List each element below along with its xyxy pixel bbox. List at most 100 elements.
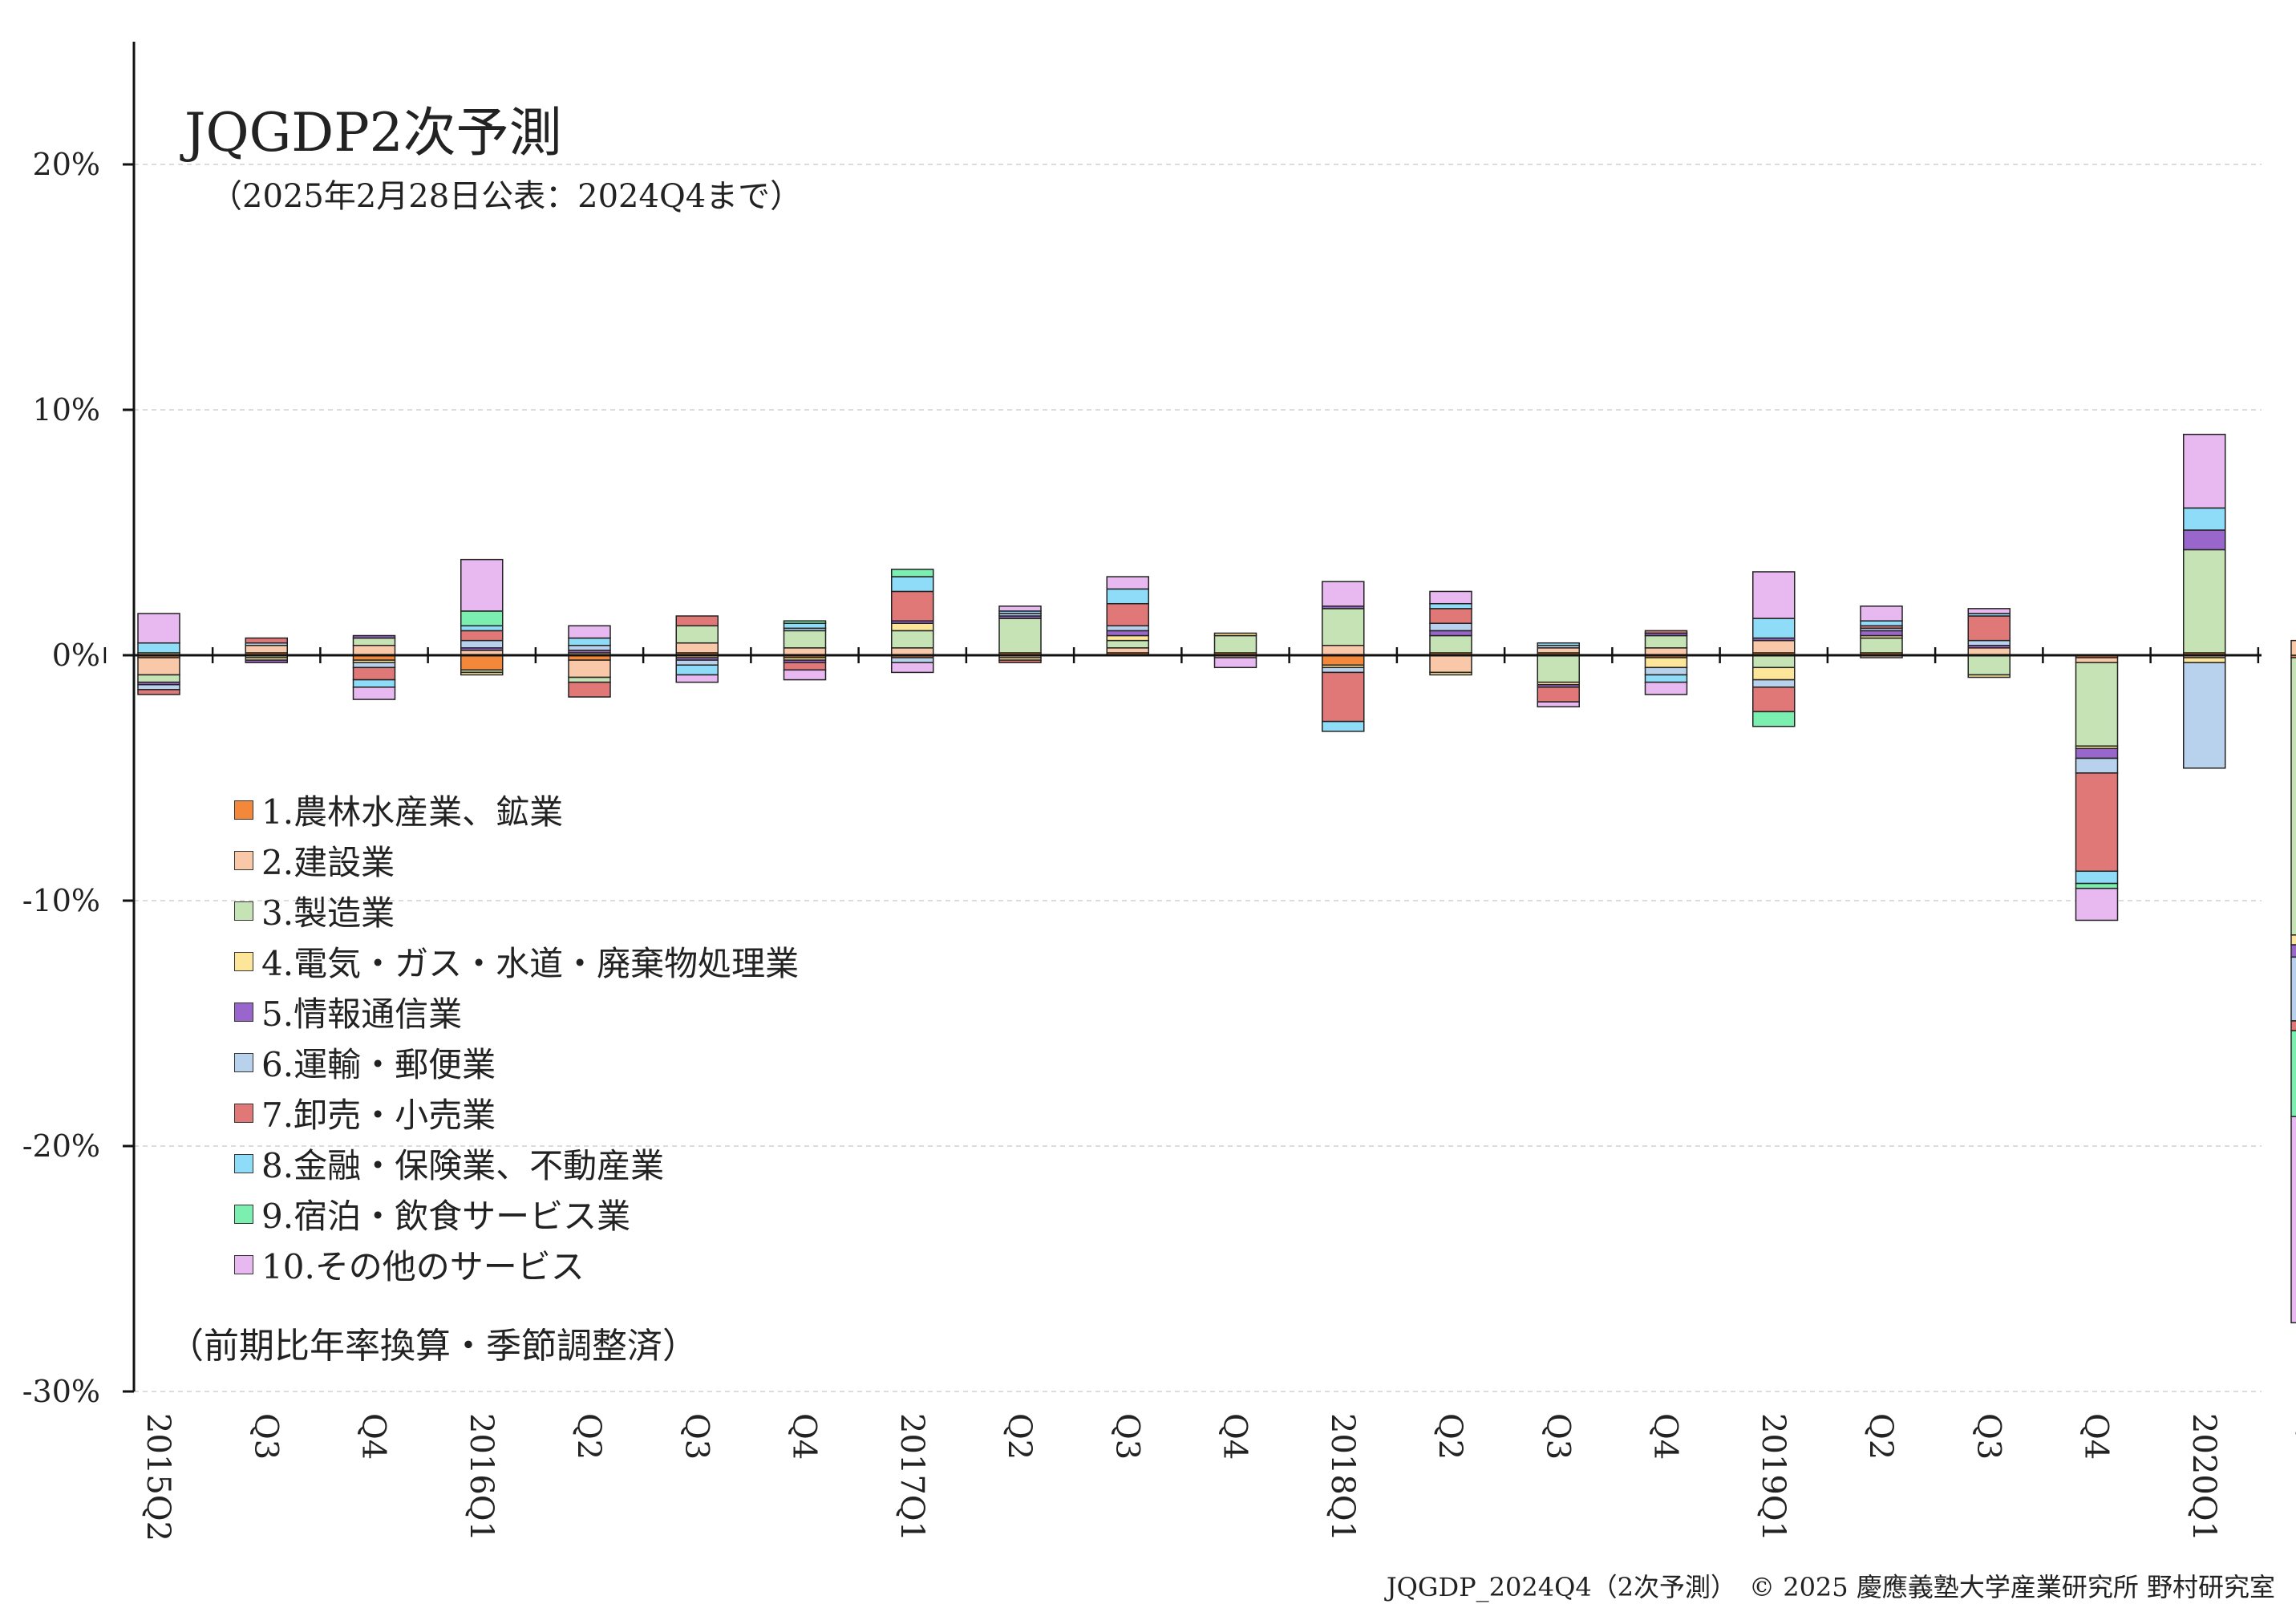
bar-segment — [891, 576, 934, 593]
legend-label: 7.卸売・小売業 — [261, 1096, 496, 1135]
gridlines — [134, 164, 2262, 1392]
bar-segment — [2075, 772, 2119, 873]
bar-segment — [137, 689, 180, 695]
bar-segment — [2290, 639, 2296, 656]
bar-segment — [2075, 757, 2119, 774]
bar-segment — [1322, 645, 1365, 656]
bar-segment — [352, 662, 396, 669]
x-tick-label: Q4 — [355, 1413, 392, 1460]
x-tick-label: Q4 — [1647, 1413, 1684, 1460]
bar-segment — [568, 681, 611, 698]
legend-swatch — [234, 1103, 253, 1123]
chart-title: JQGDP2次予測 — [184, 102, 562, 164]
bar-segment — [1967, 639, 2011, 646]
bar-segment — [1537, 647, 1580, 654]
y-tick-label: 10% — [33, 392, 100, 427]
bar-segment — [1322, 671, 1365, 723]
bar-segment — [2290, 1116, 2296, 1324]
bar-segment — [783, 620, 827, 624]
x-tick-label: 2018Q1 — [1324, 1413, 1361, 1541]
legend-swatch — [234, 1254, 253, 1274]
bar-segment — [1429, 634, 1472, 654]
bar-segment — [1860, 620, 1903, 627]
legend-label: 4.電気・ガス・水道・廃棄物処理業 — [261, 944, 800, 983]
y-tick-labels: 20% 10% 0% -10% -20% -30% — [22, 147, 100, 1409]
legend-item: 9.宿泊・飲食サービス業 — [234, 1189, 799, 1239]
legend-label: 2.建設業 — [261, 843, 395, 882]
bar-segment — [1429, 622, 1472, 632]
bar-segment — [783, 662, 827, 671]
legend-item: 5.情報通信業 — [234, 986, 799, 1037]
x-tick-label: Q2 — [1431, 1413, 1468, 1460]
bar-segment — [1429, 602, 1472, 610]
legend-item: 2.建設業 — [234, 835, 799, 885]
bar-segment — [1644, 666, 1688, 676]
bar-segment — [1106, 647, 1149, 654]
x-tick-label: Q2 — [570, 1413, 607, 1460]
legend-item: 7.卸売・小売業 — [234, 1088, 799, 1138]
legend-item: 8.金融・保険業、不動産業 — [234, 1138, 799, 1189]
axes — [103, 42, 2262, 1393]
legend-swatch — [234, 1153, 253, 1173]
bar-segment — [1213, 657, 1257, 669]
x-tick-label: Q3 — [678, 1413, 715, 1460]
bar-segment — [2075, 662, 2119, 747]
bar-segment — [675, 674, 719, 683]
bar-segment — [1429, 590, 1472, 605]
bar-segment — [2183, 529, 2226, 551]
bar-segment — [460, 654, 504, 671]
bar-segment — [568, 659, 611, 678]
chart-subtitle: （2025年2月28日公表：2024Q4まで） — [210, 178, 803, 215]
bar-segment — [1644, 634, 1688, 649]
x-tick-label: Q4 — [2078, 1413, 2115, 1460]
bar-segment — [1106, 625, 1149, 632]
bar-segment — [1322, 654, 1365, 666]
bar-segment — [460, 671, 504, 676]
bar-segment — [2075, 747, 2119, 759]
bar-segment — [891, 622, 934, 632]
bar-segment — [2183, 662, 2226, 769]
y-tick-label: -10% — [22, 883, 100, 918]
bar-segment — [1429, 671, 1472, 676]
bar-segment — [1644, 630, 1688, 634]
x-tick-label: Q3 — [1970, 1413, 2006, 1460]
bar-segment — [1537, 687, 1580, 703]
bar-segment — [245, 637, 288, 644]
legend: 1.農林水産業、鉱業 2.建設業 3.製造業 4.電気・ガス・水道・廃棄物処理業 5.情… — [234, 784, 799, 1290]
bar-segment — [1644, 681, 1688, 695]
bar-segment — [2290, 1030, 2296, 1118]
y-tick-label: -30% — [22, 1374, 100, 1409]
bar-segment — [891, 569, 934, 577]
bar-segment — [137, 683, 180, 691]
bar-segment — [2183, 549, 2226, 654]
bar-segment — [1106, 588, 1149, 605]
bar-segment — [1106, 630, 1149, 637]
legend-label: 3.製造業 — [261, 893, 395, 933]
legend-label: 9.宿泊・飲食サービス業 — [261, 1197, 631, 1236]
legend-swatch — [234, 951, 253, 971]
bar-segment — [1967, 674, 2011, 678]
bar-segment — [783, 622, 827, 630]
bar-segment — [783, 630, 827, 649]
bar-segment — [1752, 687, 1796, 713]
bar-segment — [1967, 654, 2011, 676]
bar-segment — [1752, 571, 1796, 619]
bar-segment — [2075, 870, 2119, 885]
bar-segment — [1644, 657, 1688, 669]
bar-segment — [1429, 608, 1472, 624]
bar-segment — [2290, 944, 2296, 958]
legend-label: 5.情報通信業 — [261, 994, 463, 1034]
bar-segment — [2075, 882, 2119, 889]
bar-segment — [1860, 630, 1903, 637]
bar-segment — [1860, 606, 1903, 622]
bar-segment — [1967, 615, 2011, 642]
bar-segment — [2075, 657, 2119, 663]
legend-item: 10.その他のサービス — [234, 1239, 799, 1290]
bar-segment — [998, 618, 1042, 654]
bar-segment — [1213, 634, 1257, 654]
legend-swatch — [234, 1204, 253, 1224]
x-tick-label: Q3 — [247, 1413, 284, 1460]
bar-segment — [1429, 654, 1472, 674]
legend-label: 10.その他のサービス — [261, 1247, 585, 1286]
bar-segment — [568, 676, 611, 683]
